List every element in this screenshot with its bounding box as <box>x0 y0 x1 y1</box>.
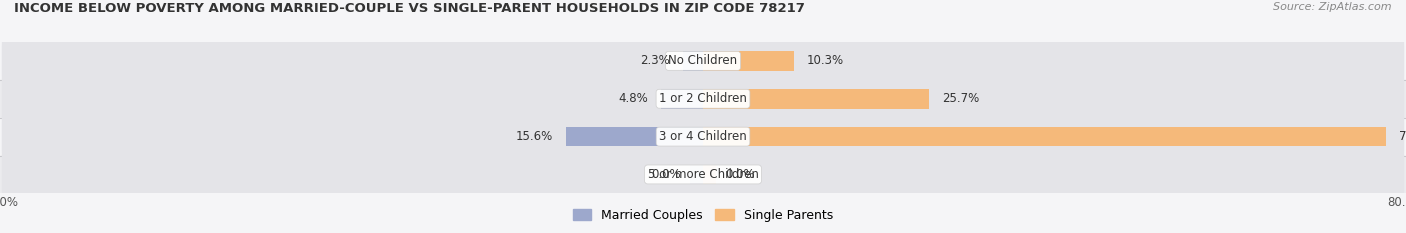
Text: 4.8%: 4.8% <box>617 92 648 105</box>
Bar <box>0 156 1406 193</box>
FancyBboxPatch shape <box>1 110 1405 163</box>
Text: 2.3%: 2.3% <box>640 54 669 67</box>
Bar <box>661 89 703 109</box>
Bar <box>703 51 793 71</box>
Bar <box>683 51 703 71</box>
Text: 3 or 4 Children: 3 or 4 Children <box>659 130 747 143</box>
Text: 0.0%: 0.0% <box>725 168 755 181</box>
Bar <box>0 80 1406 118</box>
Text: 25.7%: 25.7% <box>942 92 979 105</box>
FancyBboxPatch shape <box>1 73 1405 125</box>
Text: 77.7%: 77.7% <box>1399 130 1406 143</box>
Text: 5 or more Children: 5 or more Children <box>648 168 758 181</box>
Text: 0.0%: 0.0% <box>651 168 681 181</box>
Bar <box>703 127 1386 147</box>
Text: 15.6%: 15.6% <box>516 130 553 143</box>
Text: Source: ZipAtlas.com: Source: ZipAtlas.com <box>1274 2 1392 12</box>
Bar <box>0 118 1406 156</box>
Bar <box>690 164 703 184</box>
Bar <box>703 89 929 109</box>
Bar <box>565 127 703 147</box>
Bar <box>703 164 716 184</box>
Text: 10.3%: 10.3% <box>807 54 844 67</box>
Text: INCOME BELOW POVERTY AMONG MARRIED-COUPLE VS SINGLE-PARENT HOUSEHOLDS IN ZIP COD: INCOME BELOW POVERTY AMONG MARRIED-COUPL… <box>14 2 804 15</box>
Text: No Children: No Children <box>668 54 738 67</box>
Bar <box>0 42 1406 80</box>
FancyBboxPatch shape <box>1 35 1405 87</box>
Legend: Married Couples, Single Parents: Married Couples, Single Parents <box>568 204 838 227</box>
Text: 1 or 2 Children: 1 or 2 Children <box>659 92 747 105</box>
FancyBboxPatch shape <box>1 148 1405 201</box>
